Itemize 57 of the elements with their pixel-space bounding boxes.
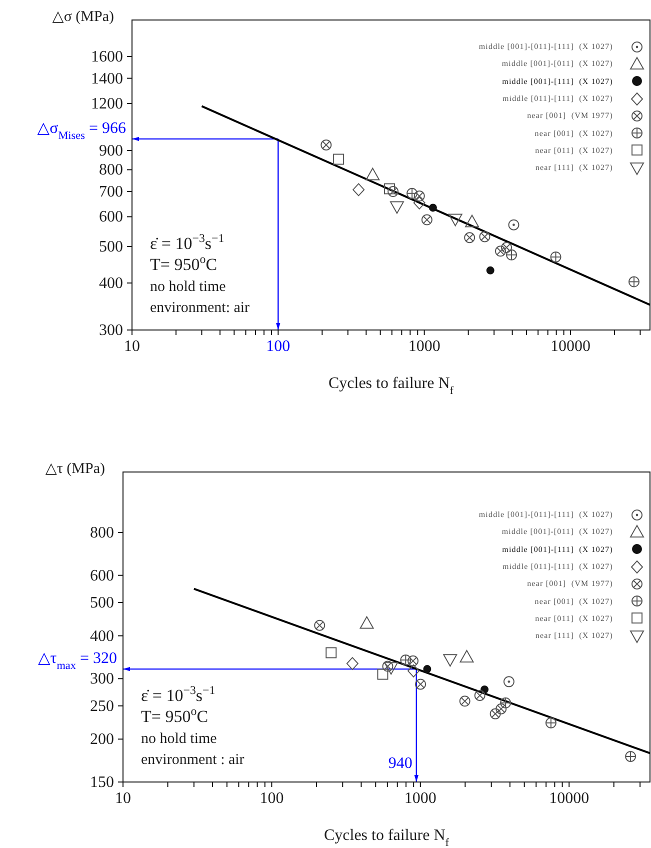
legend-label: middle [001]-[011]-[111] (X 1027) [478,510,613,520]
annotation: T= 950$^{o}$C [150,252,218,274]
y-tick-label: 300 [99,322,123,339]
y-tick-label: 200 [90,731,114,748]
x-tick-label: 1000 [408,338,440,355]
y-tick-label: 600 [90,567,114,584]
annotation: no hold time [150,279,226,295]
legend-label: near [001] (VM 1977) [527,579,613,588]
y-tick-label: 800 [90,524,114,542]
annotation: environment: air [150,300,250,316]
y-tick-label: 900 [99,142,123,160]
annotation: ε̇ = 10$^{−3}$s$^{−1}$ [150,231,224,253]
y-tick-label: 700 [99,184,123,201]
legend-label: near [001] (VM 1977) [527,111,613,120]
legend-label: near [011] (X 1027) [535,614,613,623]
ref-line-label: 940 [388,755,412,772]
legend-label: middle [001]-[011] (X 1027) [502,527,613,536]
y-tick-label: 500 [99,238,123,256]
y-tick-label: 1400 [91,70,123,88]
y-tick-label: 800 [99,162,123,179]
legend-label: near [001] (X 1027) [534,596,613,606]
y-tick-label: 1200 [91,95,123,112]
legend-label: near [111] (X 1027) [535,163,613,172]
legend-label: near [111] (X 1027) [535,631,613,640]
annotation: ε̇ = 10$^{−3}$s$^{−1}$ [141,683,216,705]
x-tick-label: 100 [260,790,284,807]
legend-label: middle [011]-[111] (X 1027) [502,562,613,572]
y-axis-title: △σ (MPa) [52,9,114,25]
x-tick-label: 10 [124,338,140,355]
y-tick-label: 600 [99,208,123,226]
y-tick-label: 1600 [91,48,123,66]
ref-line-label: △σ$_{Mises}$ = 966 [37,120,126,142]
text: middle [001]-[111] (X 1027) [502,544,613,554]
legend-label: near [001] (X 1027) [534,128,613,138]
x-tick-label: 10000 [550,338,590,355]
annotation: T= 950$^{o}$C [141,704,208,726]
x-tick-label: 100 [266,338,290,355]
x-axis-title: Cycles to failure N$_{f}$ [328,375,454,397]
y-axis-title: △τ (MPa) [45,461,105,477]
ref-line-label: △τ$_{max}$ = 320 [38,650,117,672]
annotation: environment : air [141,752,244,768]
text: middle [001]-[111] (X 1027) [502,76,613,86]
y-tick-label: 300 [90,670,114,688]
legend-label: near [011] (X 1027) [535,146,613,155]
annotation: no hold time [141,731,218,747]
x-tick-label: 10000 [549,790,590,807]
y-tick-label: 150 [90,774,114,791]
legend-label: middle [001]-[011]-[111] (X 1027) [478,42,613,52]
y-tick-label: 400 [90,628,114,645]
x-tick-label: 10 [115,790,131,807]
legend-label: middle [001]-[011] (X 1027) [502,59,613,68]
y-tick-label: 250 [90,698,114,715]
x-axis-title: Cycles to failure N$_{f}$ [324,827,450,848]
y-tick-label: 400 [99,274,123,292]
x-tick-label: 1000 [404,790,436,807]
y-tick-label: 500 [90,594,114,612]
legend-label: middle [011]-[111] (X 1027) [502,94,613,104]
